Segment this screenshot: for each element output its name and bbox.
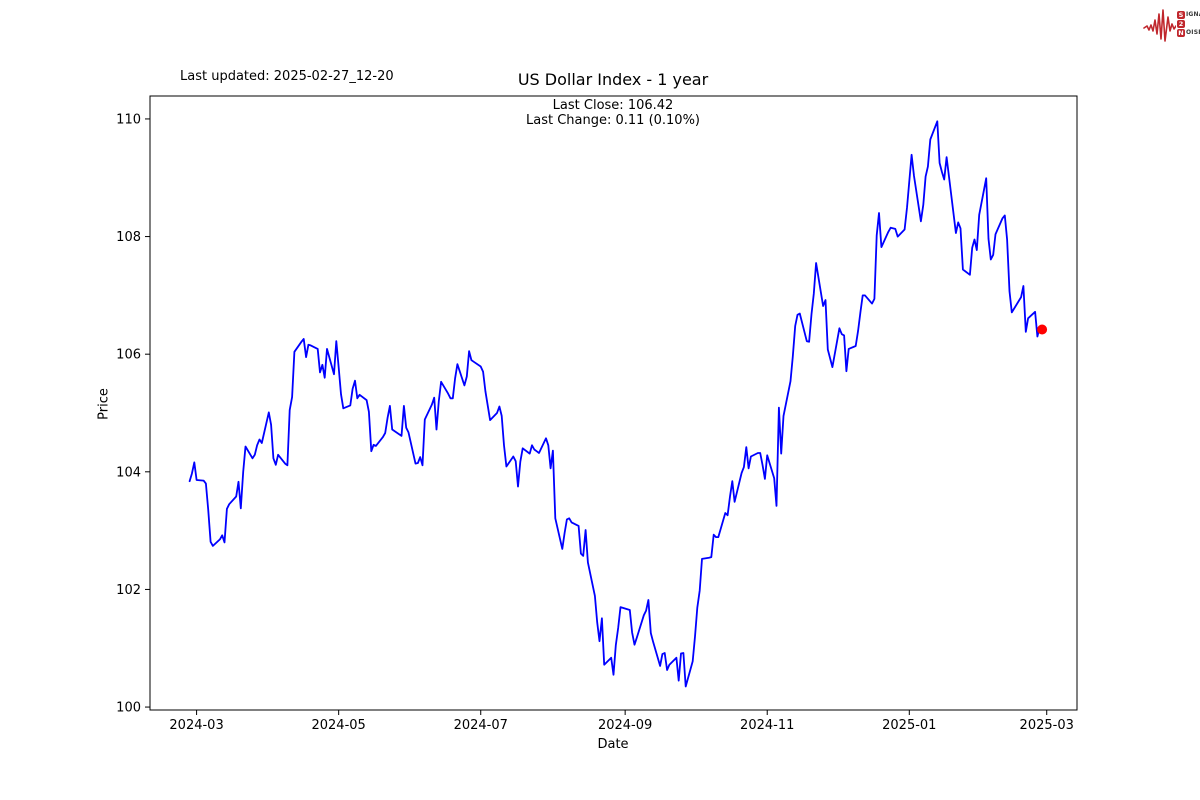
x-tick-label: 2024-03	[169, 718, 223, 733]
y-tick-label: 106	[116, 348, 141, 363]
waveform-icon	[1143, 9, 1176, 42]
x-tick-label: 2024-05	[311, 718, 365, 733]
logo-badge-n: N	[1177, 29, 1185, 37]
y-tick-label: 108	[116, 230, 141, 245]
x-tick-label: 2024-11	[740, 718, 794, 733]
y-tick-label: 110	[116, 112, 141, 127]
logo-badge-2: 2	[1177, 20, 1185, 28]
logo-badge-s: S	[1177, 11, 1185, 19]
brand-logo: S IGNAL 2 N OISE	[1143, 3, 1200, 45]
last-change-label: Last Change: 0.11 (0.10%)	[525, 113, 701, 128]
chart-title: US Dollar Index - 1 year	[517, 70, 709, 89]
logo-row-2: 2	[1177, 20, 1200, 28]
y-axis-label: Price	[96, 388, 112, 420]
x-tick-label: 2025-01	[882, 718, 936, 733]
logo-row-signal: S IGNAL	[1177, 11, 1200, 19]
logo-text: S IGNAL 2 N OISE	[1177, 11, 1200, 37]
y-tick-label: 100	[116, 701, 141, 716]
y-tick-label: 104	[116, 465, 141, 480]
last-close-label: Last Close: 106.42	[552, 98, 674, 113]
chart-subtitle: Last Close: 106.42 Last Change: 0.11 (0.…	[526, 98, 700, 128]
price-line	[188, 120, 1043, 688]
x-tick-label: 2024-09	[598, 718, 652, 733]
logo-rest-ignal: IGNAL	[1186, 11, 1200, 18]
y-tick-label: 102	[116, 583, 141, 598]
logo-rest-oise: OISE	[1186, 29, 1200, 36]
logo-row-noise: N OISE	[1177, 29, 1200, 37]
x-tick-label: 2025-03	[1020, 718, 1074, 733]
plot-border	[149, 95, 1078, 711]
x-tick-label: 2024-07	[454, 718, 508, 733]
last-close-marker	[1037, 324, 1048, 335]
x-axis-label: Date	[597, 737, 629, 752]
last-updated-label: Last updated: 2025-02-27_12-20	[180, 69, 394, 84]
